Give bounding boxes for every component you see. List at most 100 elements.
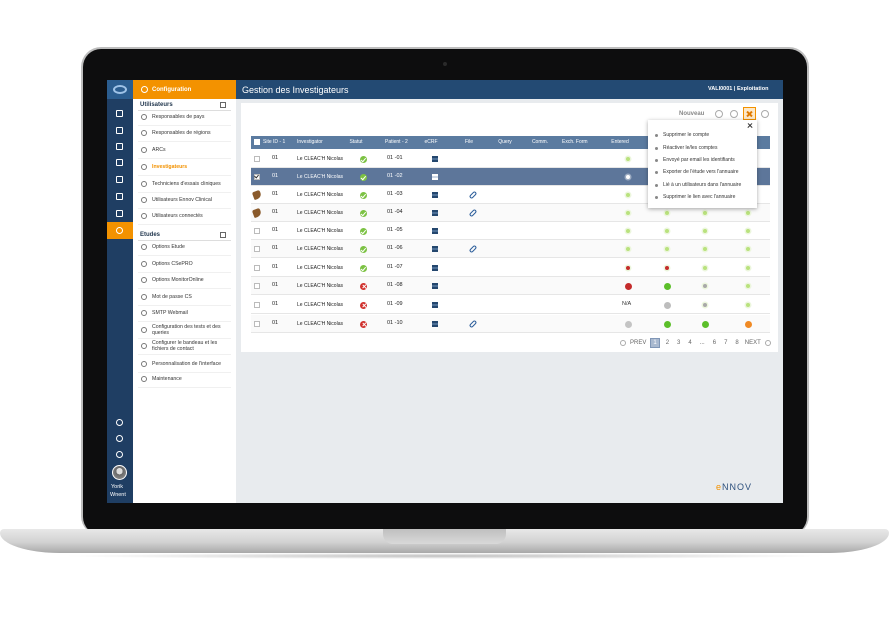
dropdown-item[interactable]: Réactiver le/les comptes: [663, 144, 718, 151]
checkbox[interactable]: [254, 321, 260, 327]
table-row[interactable]: [251, 150, 770, 168]
menu-item[interactable]: Personnalisation de l'interface: [152, 361, 222, 367]
prev-arrow[interactable]: [620, 340, 626, 346]
menu-item[interactable]: Utilisateurs connectés: [152, 213, 203, 219]
page-button[interactable]: 3: [677, 340, 681, 346]
toolbar-icon[interactable]: [715, 110, 723, 118]
divider: [138, 272, 231, 273]
status-dot: [746, 266, 750, 270]
checkbox[interactable]: [254, 246, 260, 252]
next-button[interactable]: NEXT: [744, 340, 761, 346]
checkbox[interactable]: [254, 174, 260, 180]
menu-item[interactable]: Configuration des tests et des queries: [152, 324, 221, 336]
status-dot: [746, 284, 750, 288]
gear-icon: [141, 197, 147, 203]
table-row[interactable]: [251, 240, 770, 258]
menu-item[interactable]: Utilisateurs Ennov Clinical: [152, 197, 212, 203]
menu-item[interactable]: Responsables de régions: [152, 130, 211, 136]
page-button[interactable]: 7: [724, 340, 728, 346]
status-dot: [626, 247, 630, 251]
page-button[interactable]: 2: [665, 340, 670, 346]
menu-item[interactable]: Techniciens d'essais cliniques: [152, 181, 221, 187]
new-button[interactable]: Nouveau: [679, 111, 705, 117]
nav-icon[interactable]: [116, 435, 123, 442]
ecrf-icon[interactable]: [432, 265, 438, 271]
ecrf-icon[interactable]: [432, 156, 438, 162]
ecrf-icon[interactable]: [432, 174, 438, 180]
table-row[interactable]: [251, 259, 770, 277]
menu-item[interactable]: Options CSePRO: [152, 261, 193, 267]
divider: [138, 141, 231, 142]
table-row[interactable]: [251, 222, 770, 240]
divider: [138, 125, 231, 126]
checkbox[interactable]: [254, 228, 260, 234]
ecrf-icon[interactable]: [432, 321, 438, 327]
nav-icon[interactable]: [116, 127, 123, 134]
checkbox[interactable]: [254, 265, 260, 271]
menu-item[interactable]: Mot de passe CS: [152, 294, 192, 300]
menu-item[interactable]: Options MonitorOnline: [152, 277, 204, 283]
ecrf-icon[interactable]: [432, 210, 438, 216]
checkbox[interactable]: [254, 139, 260, 145]
menu-item[interactable]: Options Etude: [152, 244, 185, 250]
ecrf-icon[interactable]: [432, 246, 438, 252]
menu-item[interactable]: Responsables de pays: [152, 114, 205, 120]
dropdown-item[interactable]: Supprimer le compte: [663, 131, 710, 138]
prev-button[interactable]: PREV: [630, 340, 647, 346]
nav-icon[interactable]: [116, 193, 123, 200]
status-dot: [703, 284, 707, 288]
collapse-icon[interactable]: [220, 232, 226, 238]
investigator: Le CLEAC'H Nicolas: [297, 173, 343, 180]
next-arrow[interactable]: [764, 340, 771, 346]
menu-title: Configuration: [152, 87, 192, 93]
checkbox[interactable]: [254, 156, 260, 162]
ecrf-icon[interactable]: [432, 192, 438, 198]
ecrf-icon[interactable]: [432, 302, 438, 308]
table-row[interactable]: [251, 277, 770, 295]
menu-item[interactable]: ARCs: [152, 147, 166, 153]
table-row[interactable]: [251, 168, 770, 186]
checkbox[interactable]: [254, 283, 260, 289]
gear-icon: [141, 164, 147, 170]
patient-id: 01 -04: [387, 209, 403, 216]
nav-icon[interactable]: [116, 451, 123, 458]
avatar[interactable]: [112, 465, 127, 480]
column-header: Statut: [349, 139, 363, 145]
menu-item[interactable]: SMTP Webmail: [152, 310, 188, 316]
page-button[interactable]: 8: [735, 340, 739, 346]
main-header: [236, 80, 783, 99]
table-header-bar: [251, 136, 770, 149]
dropdown-item[interactable]: Lié à un utilisateurs dans l'annuaire: [663, 181, 742, 188]
dropdown-item[interactable]: Exporter de l'étude vers l'annuaire: [663, 168, 739, 175]
menu-panel: [133, 80, 236, 503]
table-row[interactable]: [251, 296, 770, 314]
page-button[interactable]: 1: [650, 338, 660, 348]
nav-icon[interactable]: [116, 176, 123, 183]
nav-icon[interactable]: [116, 110, 123, 117]
dropdown-item[interactable]: Supprimer le lien avec l'annuaire: [663, 193, 736, 200]
page-button[interactable]: 6: [712, 340, 717, 346]
collapse-icon[interactable]: [220, 102, 226, 108]
nav-icon[interactable]: [116, 210, 123, 217]
menu-item[interactable]: Configurer le bandeau et les fichiers de…: [152, 340, 218, 352]
menu-item[interactable]: Maintenance: [152, 376, 182, 382]
checkbox[interactable]: [254, 302, 260, 308]
page-button[interactable]: ...: [699, 340, 705, 346]
page-button[interactable]: 4: [688, 340, 692, 346]
nav-icon[interactable]: [116, 159, 123, 166]
divider: [138, 240, 231, 241]
patient-id: 01 -09: [387, 301, 403, 308]
toolbar-icon[interactable]: [730, 110, 738, 118]
menu-item[interactable]: Investigateurs: [152, 164, 188, 170]
ecrf-icon[interactable]: [432, 283, 438, 289]
table-row[interactable]: [251, 186, 770, 204]
table-row[interactable]: [251, 204, 770, 222]
toolbar-icon[interactable]: [761, 110, 769, 118]
patient-id: 01 -03: [387, 191, 403, 198]
table-row[interactable]: [251, 315, 770, 333]
ecrf-icon[interactable]: [432, 228, 438, 234]
nav-icon[interactable]: [116, 143, 123, 150]
gear-icon: [141, 327, 147, 333]
dropdown-item[interactable]: Envoyé par email les identifiants: [663, 156, 735, 163]
nav-icon[interactable]: [116, 419, 123, 426]
